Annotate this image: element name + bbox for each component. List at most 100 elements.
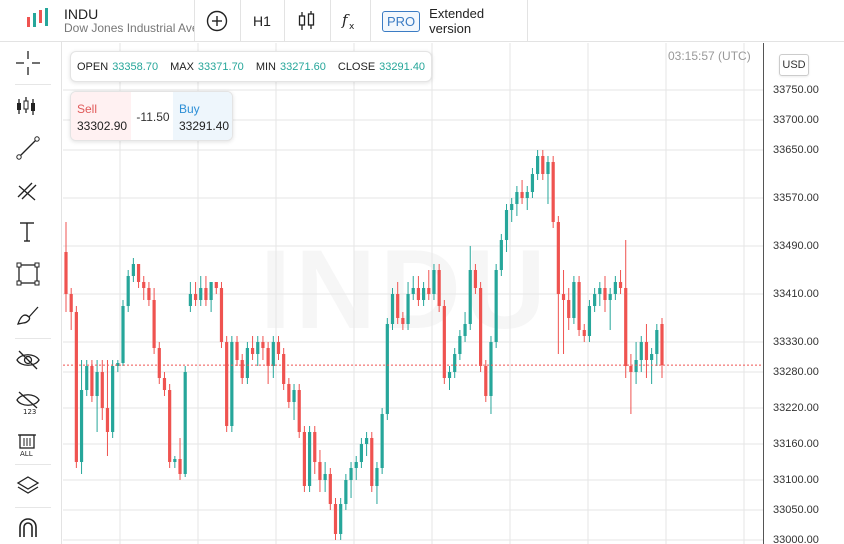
price-axis[interactable]: 33750.00 33700.00 33650.00 33570.00 33490.00… — [763, 43, 844, 544]
brush-tool[interactable] — [15, 295, 63, 337]
price-axis-label: 33330.00 — [773, 336, 819, 348]
min-value: 33271.60 — [279, 60, 326, 73]
candle-body — [261, 342, 265, 348]
fib-tool[interactable] — [15, 169, 63, 211]
candle-body — [271, 342, 275, 366]
candle-body — [225, 342, 229, 426]
candle-body — [287, 384, 291, 402]
candle-body — [587, 306, 592, 336]
candle-body — [282, 354, 286, 384]
candle-body — [266, 348, 270, 366]
max-value: 33371.70 — [197, 60, 244, 73]
crosshair-icon — [16, 51, 40, 75]
candle-body — [525, 192, 529, 198]
price-axis-label: 33220.00 — [773, 402, 819, 414]
candle-body — [152, 300, 156, 348]
timeframe-label: H1 — [253, 13, 271, 29]
candle-body — [582, 330, 586, 336]
candle-body — [536, 156, 540, 174]
symbol-description: Dow Jones Industrial Ave — [64, 21, 194, 35]
candle-body — [178, 459, 182, 474]
layers-tool[interactable] — [15, 465, 63, 507]
candle-body — [64, 252, 68, 294]
candle-body — [354, 462, 358, 468]
candle-body — [613, 282, 617, 294]
candle-body — [406, 294, 410, 324]
candle-body — [479, 288, 483, 366]
currency-button[interactable]: USD — [779, 54, 809, 76]
candle-body — [85, 366, 89, 390]
buy-price: 33291.40 — [179, 119, 230, 133]
candle-body — [593, 294, 597, 306]
rectangle-tool[interactable] — [15, 253, 63, 295]
candle-body — [328, 474, 332, 504]
candle-body — [504, 210, 509, 240]
price-axis-label: 33000.00 — [773, 534, 819, 544]
toolbar-divider — [370, 0, 371, 42]
candle-body — [245, 348, 249, 378]
price-axis-label: 33160.00 — [773, 438, 819, 450]
sell-label: Sell — [77, 102, 98, 116]
close-label: CLOSE — [337, 60, 376, 73]
price-axis-label: 33650.00 — [773, 144, 819, 156]
candle-body — [79, 390, 84, 462]
indicators-button[interactable]: f x — [330, 0, 370, 42]
rectangle-icon — [16, 262, 40, 286]
trendline-tool[interactable] — [15, 127, 63, 169]
candle-body — [235, 342, 239, 360]
max-label: MAX — [170, 60, 194, 73]
candle-body — [416, 288, 421, 300]
text-tool[interactable] — [15, 211, 63, 253]
candle-body — [307, 432, 312, 486]
magnet-icon — [19, 518, 37, 537]
candle-body — [453, 354, 457, 372]
fib-icon — [17, 182, 37, 201]
candle-body — [318, 462, 322, 480]
hide-indicators-tool[interactable]: 123 — [15, 381, 63, 423]
magnet-tool[interactable] — [15, 508, 63, 544]
timeframe-button[interactable]: H1 — [240, 0, 284, 42]
chart-type-tool[interactable] — [15, 85, 63, 127]
candle-body — [530, 174, 535, 192]
price-axis-label: 33750.00 — [773, 84, 819, 96]
candle-body — [214, 282, 218, 288]
symbol-name[interactable]: INDU — [64, 6, 99, 22]
candle-body — [427, 288, 431, 294]
buy-button[interactable]: Buy 33291.40 — [173, 92, 232, 140]
open-value: 33358.70 — [112, 60, 159, 73]
trendline-icon — [16, 136, 40, 160]
open-label: OPEN — [77, 60, 109, 73]
candle-body — [541, 156, 545, 174]
candle-body — [572, 282, 576, 318]
hide-drawings-tool[interactable] — [15, 339, 63, 381]
add-symbol-button[interactable] — [194, 0, 240, 42]
sell-button[interactable]: Sell 33302.90 — [71, 92, 131, 140]
candle-body — [437, 270, 441, 306]
top-toolbar: INDU Dow Jones Industrial Ave H1 f x PRO… — [0, 0, 844, 42]
candle-body — [142, 282, 146, 288]
tool-divider — [15, 84, 51, 85]
logo-icon — [27, 8, 48, 27]
candle-body — [520, 192, 524, 198]
drawing-toolbar: 123 ALL — [0, 42, 62, 544]
price-axis-label: 33100.00 — [773, 474, 819, 486]
candle-body — [136, 264, 141, 282]
candle-body — [168, 390, 172, 462]
toolbar-divider — [527, 0, 528, 42]
candle-body — [100, 372, 104, 408]
candlestick-chart[interactable] — [63, 43, 763, 544]
candle-body — [183, 372, 187, 474]
tool-divider — [15, 464, 51, 465]
candle-body — [297, 390, 301, 432]
crosshair-tool[interactable] — [15, 42, 63, 84]
candle-body — [639, 342, 643, 360]
chart-type-button[interactable] — [284, 0, 330, 42]
pro-badge: PRO — [382, 10, 421, 32]
tool-divider — [15, 507, 51, 508]
candle-body — [339, 504, 343, 534]
price-axis-label: 33570.00 — [773, 192, 819, 204]
delete-all-tool[interactable]: ALL — [15, 423, 63, 465]
candle-body — [447, 372, 452, 378]
pro-extended-button[interactable]: PRO Extended version — [382, 0, 522, 42]
candle-body — [484, 366, 488, 396]
